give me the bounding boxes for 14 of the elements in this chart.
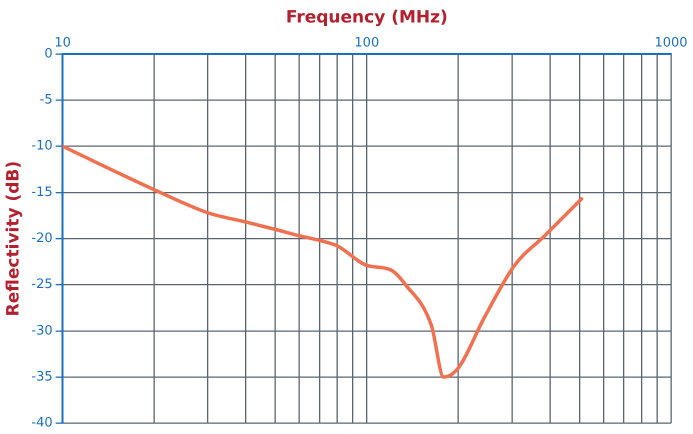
x-axis-title: Frequency (MHz) <box>286 8 448 28</box>
x-tick-label: 1000 <box>654 36 688 51</box>
y-axis-title: Reflectivity (dB) <box>4 160 24 316</box>
y-tick-label: 0 <box>44 46 53 62</box>
x-tick-label: 10 <box>54 36 71 51</box>
y-tick-label: -35 <box>31 369 53 384</box>
y-tick-label: -40 <box>31 416 53 431</box>
y-tick-label: -20 <box>31 230 53 246</box>
y-tick-label: -30 <box>31 323 53 338</box>
x-tick-label: 100 <box>354 36 380 51</box>
y-tick-label: -15 <box>31 184 53 200</box>
y-tick-label: -5 <box>40 92 53 108</box>
y-tick-label: -10 <box>31 138 53 154</box>
y-tick-label: -25 <box>31 277 53 292</box>
